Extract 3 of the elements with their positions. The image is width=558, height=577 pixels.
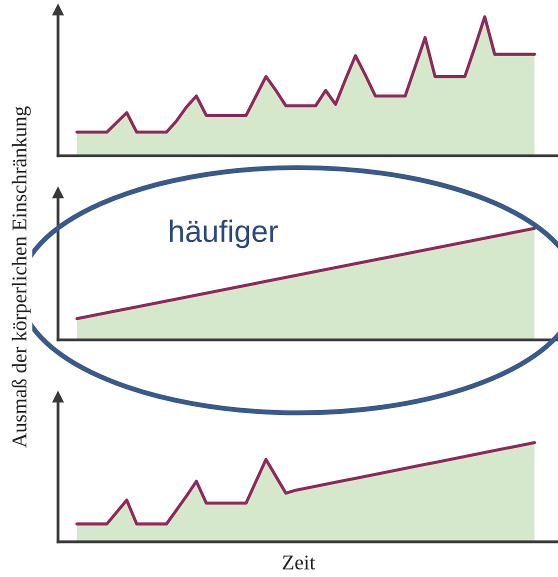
x-axis-title: Zeit [282,556,316,570]
annotation: häufiger [170,220,278,248]
y-axis-title: Ausmaß der körperlichen Einschränkung [12,106,31,448]
